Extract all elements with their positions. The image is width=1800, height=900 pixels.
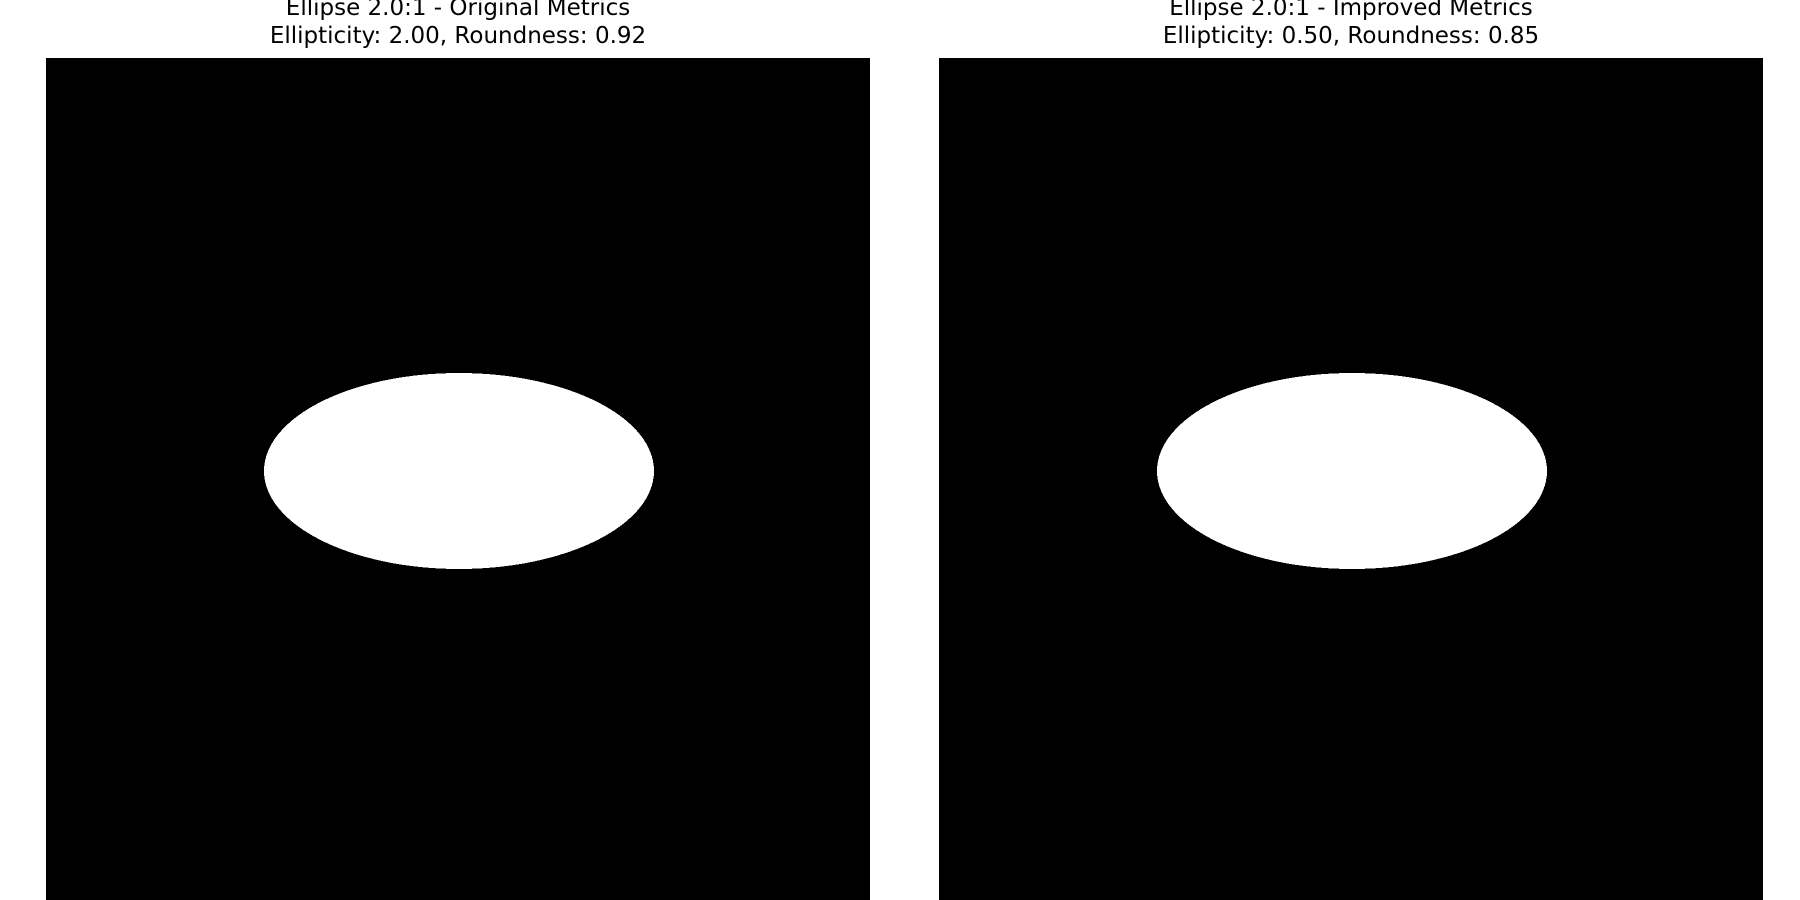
panel-metrics-subtitle: Ellipticity: 2.00, Roundness: 0.92 (269, 23, 647, 49)
white-ellipse (264, 373, 654, 569)
ellipse-image (939, 58, 1763, 900)
panel-improved-metrics: Ellipse 2.0:1 - Improved Metrics Ellipti… (939, 0, 1763, 900)
ellipse-image (46, 58, 870, 900)
panel-original-metrics: Ellipse 2.0:1 - Original Metrics Ellipti… (46, 0, 870, 900)
panel-title: Ellipse 2.0:1 - Improved Metrics (1169, 0, 1533, 21)
white-ellipse (1157, 373, 1547, 569)
panel-title: Ellipse 2.0:1 - Original Metrics (285, 0, 631, 21)
panel-metrics-subtitle: Ellipticity: 0.50, Roundness: 0.85 (1162, 23, 1540, 49)
